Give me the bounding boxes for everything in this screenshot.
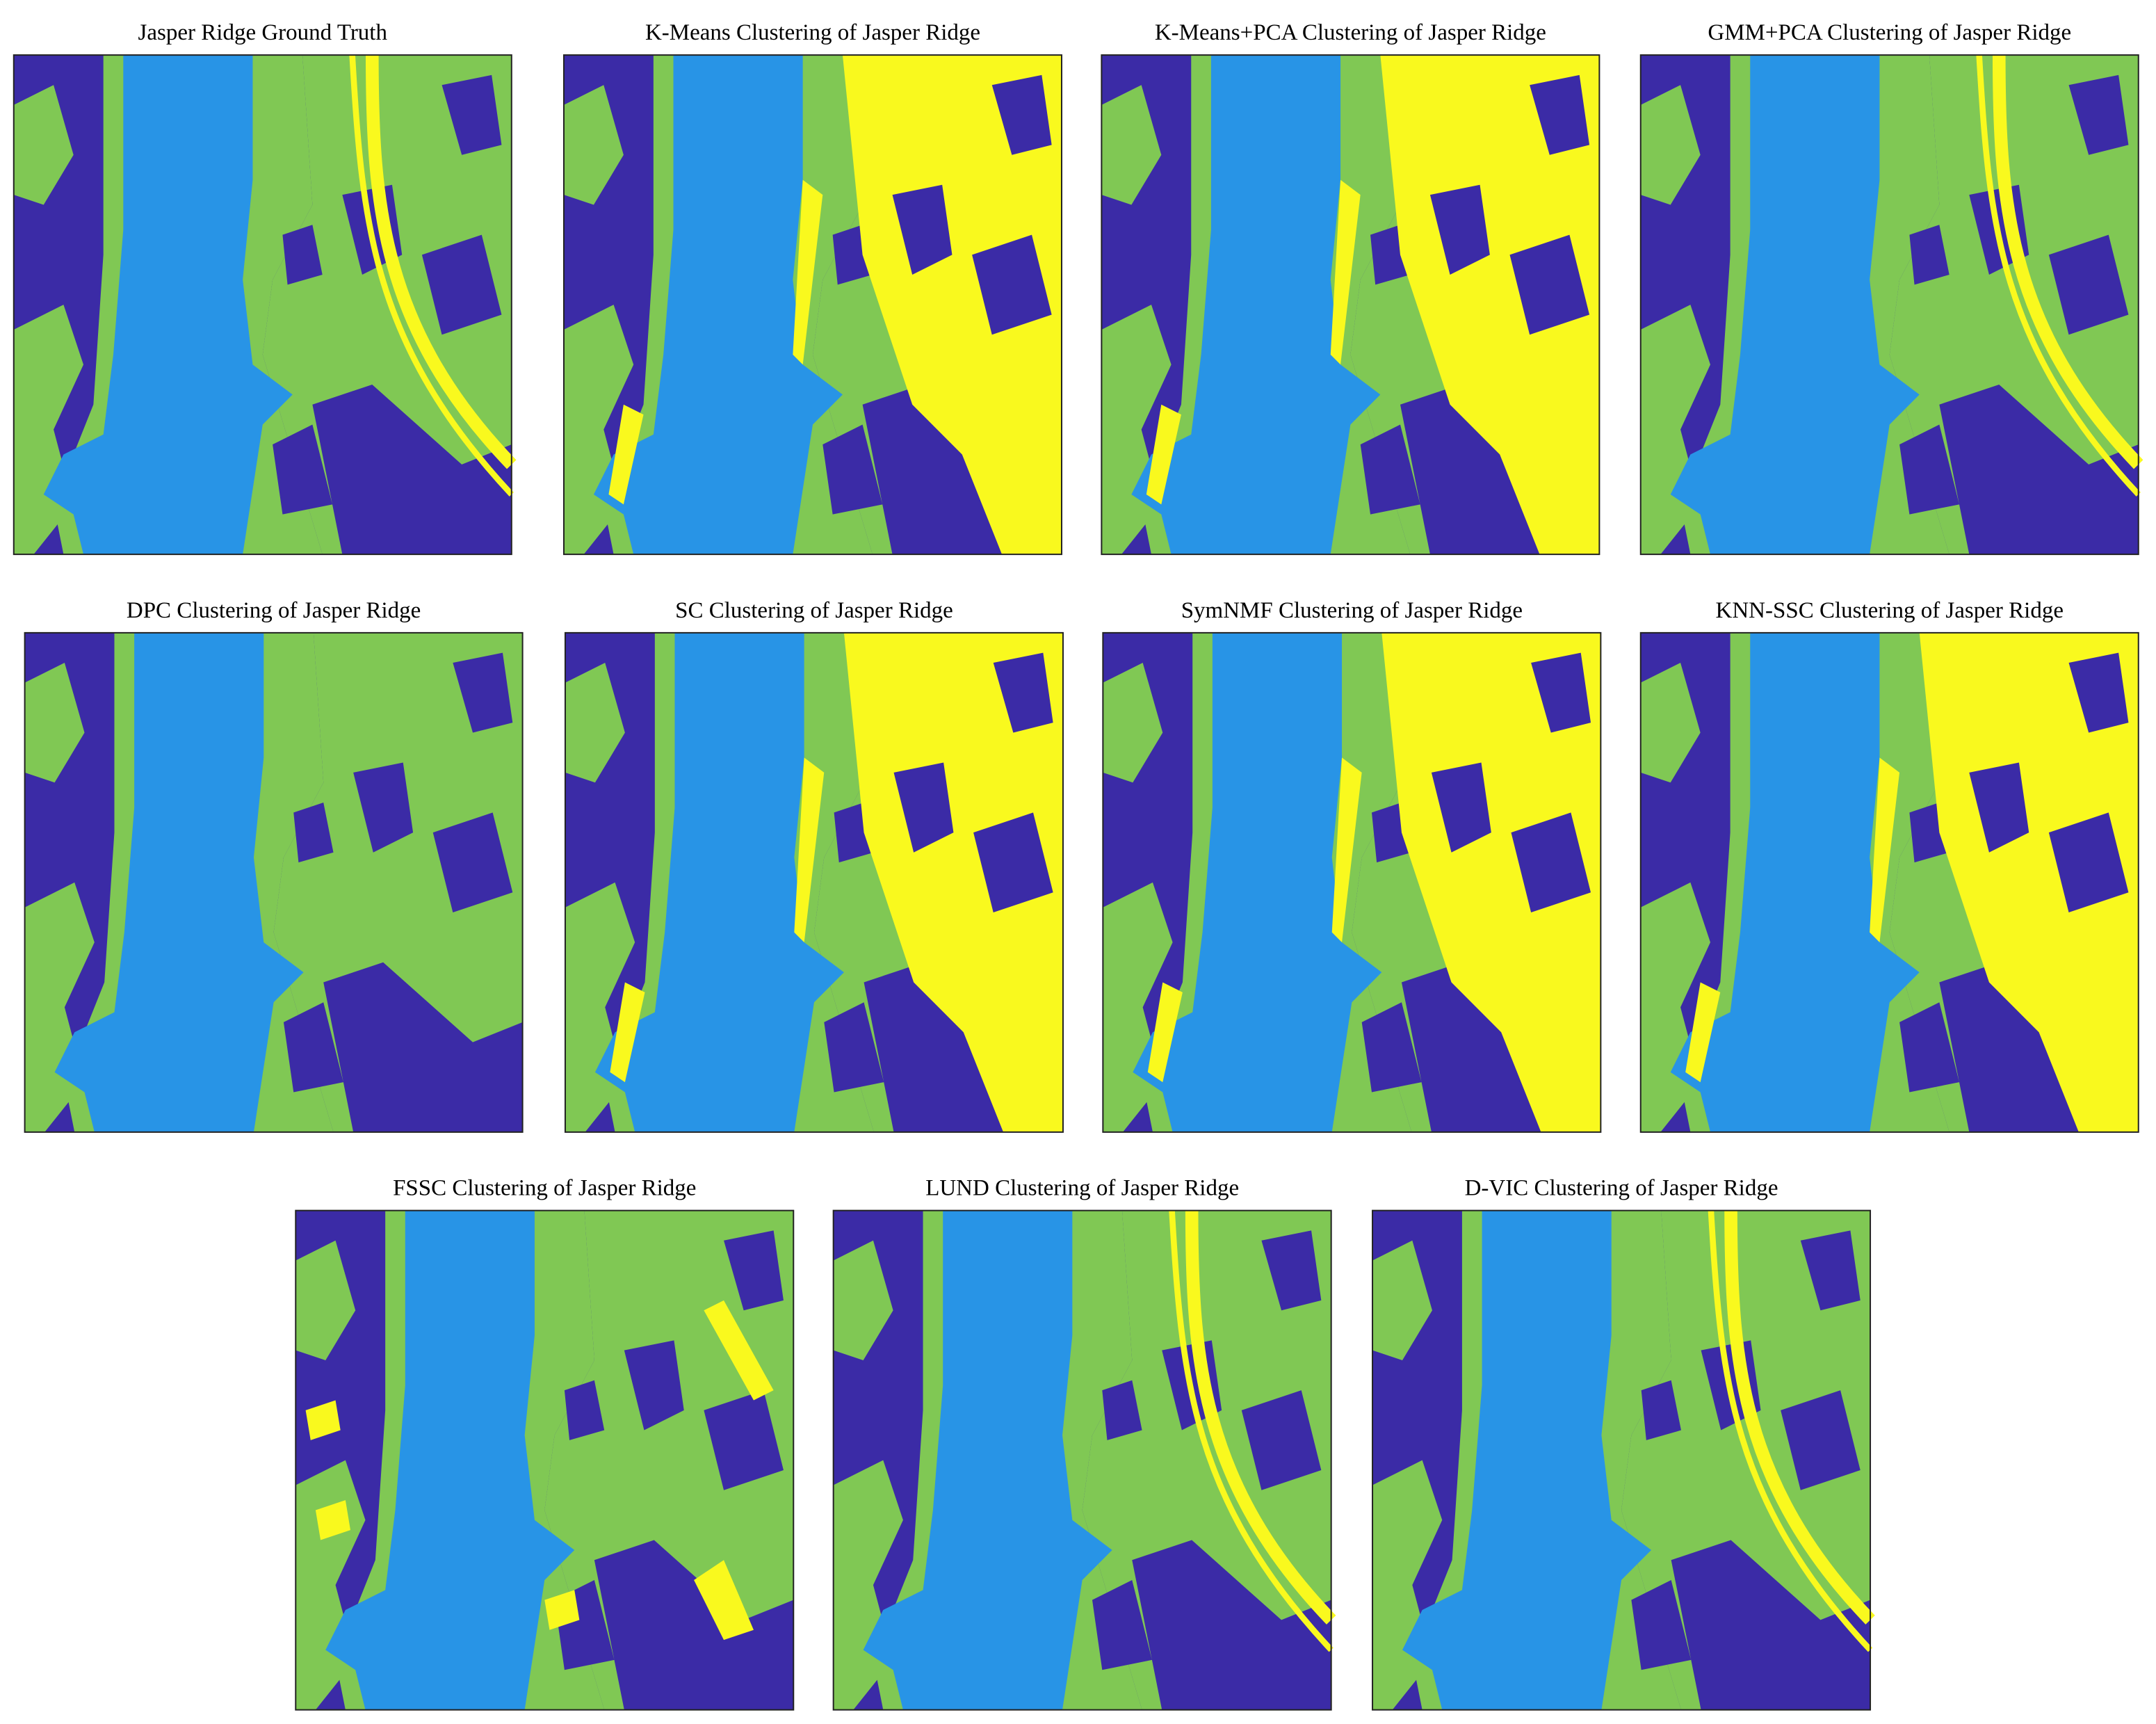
map-base [24,632,523,1132]
cluster-map [24,632,523,1132]
cluster-map [1372,1211,1870,1710]
panel: KNN-SSC Clustering of Jasper Ridge [1639,598,2139,1133]
panel: D-VIC Clustering of Jasper Ridge [1372,1176,1872,1711]
cluster-map [1103,632,1601,1132]
panel: SC Clustering of Jasper Ridge [564,598,1064,1133]
map-border [1102,631,1602,1133]
map-border [1101,54,1600,556]
panel-title: LUND Clustering of Jasper Ridge [925,1176,1239,1201]
panel-title: DPC Clustering of Jasper Ridge [127,598,421,623]
map-border [1372,1209,1872,1711]
panel-title: FSSC Clustering of Jasper Ridge [393,1176,696,1201]
map-border [564,631,1064,1133]
map-border [24,631,524,1133]
cluster-map [295,1210,794,1710]
map-base [1640,55,2139,555]
panel-title: K-Means+PCA Clustering of Jasper Ridge [1155,20,1546,45]
panel-title: SC Clustering of Jasper Ridge [675,598,953,623]
panel: DPC Clustering of Jasper Ridge [24,598,524,1133]
cluster-map [1640,632,2139,1132]
panel: FSSC Clustering of Jasper Ridge [295,1176,795,1711]
panel: GMM+PCA Clustering of Jasper Ridge [1639,20,2139,556]
map-base [295,1210,794,1710]
panel: SymNMF Clustering of Jasper Ridge [1102,598,1602,1133]
map-border [832,1209,1332,1711]
panel-title: SymNMF Clustering of Jasper Ridge [1181,598,1523,623]
map-border [295,1209,795,1711]
panel: LUND Clustering of Jasper Ridge [832,1176,1332,1711]
panel-title: D-VIC Clustering of Jasper Ridge [1465,1176,1778,1201]
panel-title: GMM+PCA Clustering of Jasper Ridge [1708,20,2071,45]
panel: K-Means+PCA Clustering of Jasper Ridge [1101,20,1600,556]
map-border [13,54,512,556]
panel: Jasper Ridge Ground Truth [13,20,512,556]
cluster-map [1101,55,1600,555]
cluster-map [563,55,1062,555]
cluster-map [1640,55,2139,555]
panel-title: KNN-SSC Clustering of Jasper Ridge [1716,598,2064,623]
map-border [1639,54,2139,556]
map-border [562,54,1062,556]
cluster-map [833,1210,1331,1710]
cluster-map [565,632,1063,1132]
map-base [1372,1210,1871,1710]
map-base [833,1210,1331,1710]
panel: K-Means Clustering of Jasper Ridge [562,20,1062,556]
map-base [13,55,512,555]
map-border [1639,631,2139,1133]
panel-title: K-Means Clustering of Jasper Ridge [645,20,980,45]
panel-title: Jasper Ridge Ground Truth [138,20,388,45]
cluster-map [13,55,512,555]
